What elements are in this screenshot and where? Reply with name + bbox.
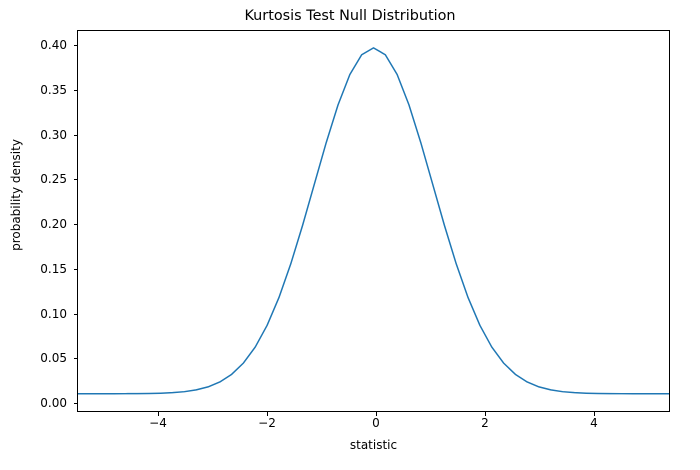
ytick-label: 0.40 (40, 38, 67, 52)
xtick-mark (376, 412, 378, 416)
ytick-label: 0.30 (40, 127, 67, 142)
xtick-mark (158, 412, 160, 416)
ytick-label: 0.05 (40, 351, 67, 366)
ytick-label: 0.20 (40, 217, 67, 231)
xtick-label: 4 (590, 416, 598, 430)
ytick-mark (73, 224, 77, 226)
ytick-mark (73, 89, 77, 91)
ytick-label: 0.00 (40, 396, 67, 410)
chart-title: Kurtosis Test Null Distribution (244, 8, 456, 24)
ytick-mark (73, 403, 77, 405)
x-axis-label: statistic (349, 438, 398, 452)
plot-axes-area (77, 30, 670, 412)
xtick-mark (485, 412, 487, 416)
ytick-mark (73, 268, 77, 270)
ytick-mark (73, 358, 77, 360)
y-axis-label: probability density (9, 139, 23, 251)
xtick-label: −2 (258, 416, 276, 430)
xtick-label: 0 (372, 416, 380, 430)
xtick-mark (267, 412, 269, 416)
curve-svg (78, 47, 669, 395)
xtick-label: −4 (149, 416, 167, 430)
ytick-mark (73, 45, 77, 47)
ytick-label: 0.35 (40, 82, 67, 97)
xtick-mark (594, 412, 596, 416)
ytick-label: 0.10 (40, 306, 67, 321)
ytick-mark (73, 313, 77, 315)
xtick-label: 2 (481, 416, 489, 430)
ytick-label: 0.15 (40, 261, 67, 276)
density-curve (78, 47, 669, 395)
ytick-mark (73, 179, 77, 181)
ytick-mark (73, 134, 77, 136)
ytick-label: 0.25 (40, 172, 67, 187)
